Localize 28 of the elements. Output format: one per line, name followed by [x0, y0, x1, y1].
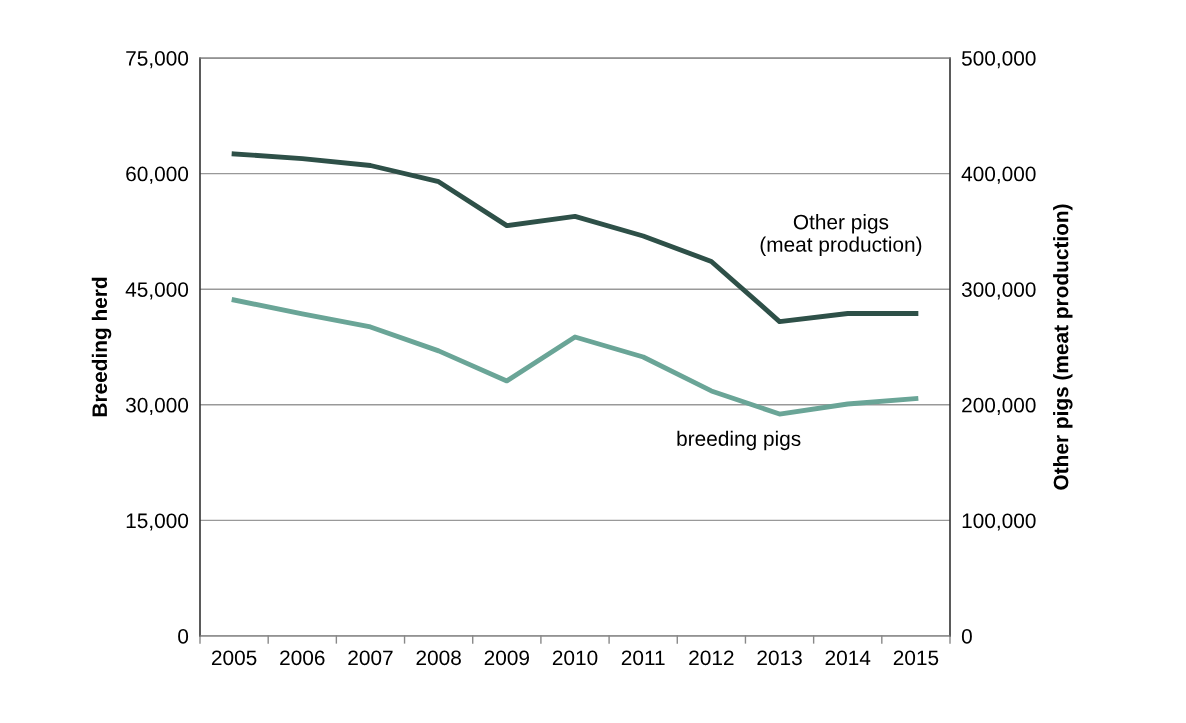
x-tick-label: 2014 — [825, 650, 871, 666]
x-tick-label: 2007 — [348, 650, 393, 666]
y-tick-label: 45,000 — [125, 282, 189, 300]
y-tick-label: 30,000 — [125, 397, 189, 416]
x-tick-label: 2013 — [757, 650, 802, 666]
y2-axis-title: Other pigs (meat production) — [1053, 204, 1073, 490]
y2-tick-label: 300,000 — [961, 282, 1036, 300]
y2-tick-label: 0 — [961, 629, 972, 644]
x-tick-label: 2009 — [484, 650, 530, 666]
series-label: breeding pigs — [677, 430, 801, 451]
y2-tick-label: 500,000 — [961, 51, 1036, 69]
y-tick-label: 75,000 — [126, 51, 189, 69]
y2-tick-label: 400,000 — [961, 166, 1036, 184]
x-tick-label: 2012 — [689, 650, 734, 666]
y-axis-title: Breeding herd — [91, 277, 112, 417]
y-tick-label: 60,000 — [126, 166, 189, 184]
x-tick-label: 2006 — [280, 650, 325, 666]
y2-tick-label: 100,000 — [962, 513, 1036, 531]
y2-tick-label: 200,000 — [962, 397, 1036, 416]
x-tick-label: 2008 — [416, 650, 461, 666]
y-tick-label: 15,000 — [126, 513, 189, 531]
x-tick-label: 2010 — [552, 650, 598, 666]
line-series — [231, 297, 919, 417]
y-tick-label: 0 — [178, 629, 189, 644]
x-tick-label: 2011 — [621, 650, 665, 666]
x-tick-label: 2005 — [211, 650, 257, 666]
x-tick-label: 2015 — [893, 650, 939, 666]
series-label: Other pigs (meat production) — [760, 214, 922, 256]
